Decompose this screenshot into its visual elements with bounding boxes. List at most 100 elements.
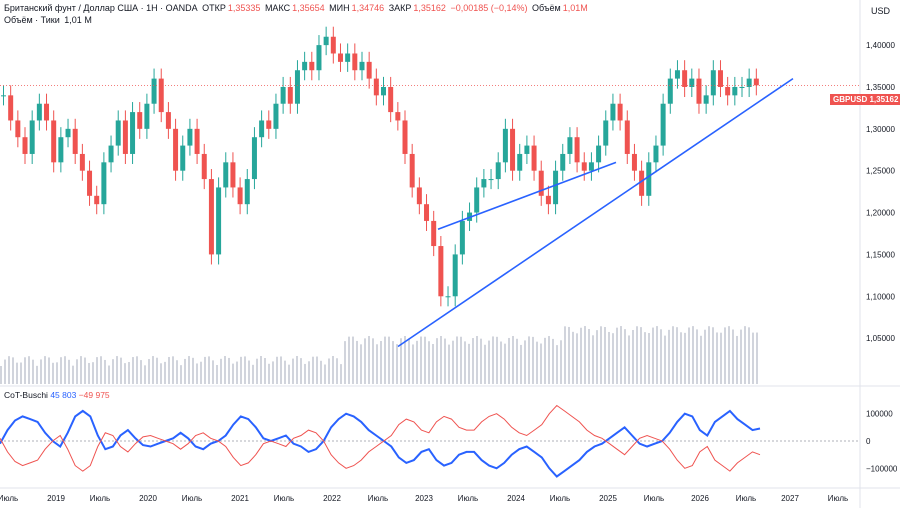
volume-bar (252, 364, 254, 384)
candle-body (459, 220, 465, 255)
volume-bar (36, 365, 38, 384)
volume-bar (360, 344, 362, 384)
volume-bar (176, 360, 178, 384)
volume-bar (588, 329, 590, 384)
volume-bar (552, 338, 554, 384)
candle-body (294, 70, 300, 104)
time-tick-label: Июль (90, 494, 110, 503)
candle-body (323, 36, 329, 46)
volume-bar (52, 362, 54, 384)
volume-bar (112, 359, 114, 384)
candle-body (309, 61, 315, 71)
volume-bar (384, 336, 386, 384)
candle-body (660, 103, 666, 146)
volume-bar (712, 327, 714, 384)
volume-bar (32, 359, 34, 384)
volume-bar (452, 340, 454, 384)
volume-bar (704, 329, 706, 384)
candle-body (237, 187, 243, 205)
volume-bar (536, 341, 538, 384)
candle-body (574, 137, 580, 163)
candle-body (588, 162, 594, 171)
volume-bar (340, 364, 342, 384)
volume-bar (248, 360, 250, 384)
volume-bar (64, 356, 66, 384)
candle-body (538, 170, 544, 196)
volume-bar (400, 338, 402, 384)
open-label: ОТКР (202, 3, 226, 13)
volume-bar (96, 357, 98, 384)
candle-body (44, 103, 50, 121)
volume-bar (480, 338, 482, 384)
volume-bar (24, 357, 26, 384)
candle-body (36, 103, 42, 121)
volume-bar (364, 338, 366, 384)
candle-body (108, 145, 114, 163)
volume-bar (468, 343, 470, 384)
time-tick-label: 2024 (507, 494, 525, 503)
volume-bar (156, 357, 158, 384)
candle-body (703, 95, 709, 104)
candle-body (144, 103, 150, 129)
volume-bar (320, 360, 322, 384)
candle-body (416, 187, 422, 205)
volume-bar (736, 335, 738, 384)
indicator-line-blue (0, 409, 761, 478)
volume-bar (260, 356, 262, 384)
candle-body (230, 162, 236, 188)
volume-bar (420, 336, 422, 384)
volume-bar (608, 331, 610, 384)
time-tick-label: 2025 (599, 494, 617, 503)
low-value: 1,34746 (351, 3, 385, 13)
candle-body (445, 296, 451, 298)
candle-body (409, 153, 415, 188)
volume-bar (700, 335, 702, 384)
volume-bar (544, 337, 546, 384)
indicator-legend[interactable]: CoT-Buschi 45 803 −49 975 (4, 390, 110, 400)
open-value: 1,35335 (227, 3, 261, 13)
volume-bar (232, 363, 234, 384)
candle-body (545, 195, 551, 205)
volume-bar (752, 332, 754, 384)
price-tick-label: 1,25000 (866, 167, 895, 176)
volume-bar (728, 326, 730, 384)
candle-body (244, 179, 250, 205)
last-price-value: 1,35162 (869, 95, 899, 104)
volume-bar (708, 326, 710, 384)
volume-bar (368, 336, 370, 384)
volume-bar (460, 336, 462, 384)
indicator-name: CoT-Buschi (4, 390, 48, 400)
candle-body (617, 103, 623, 121)
volume-bar (576, 333, 578, 384)
volume-bar (144, 365, 146, 384)
volume-bar (40, 359, 42, 384)
volume-bar (648, 333, 650, 384)
price-tick-label: 1,30000 (866, 125, 895, 134)
volume-bar (664, 335, 666, 384)
change-value: −0,00185 (−0,14%) (450, 3, 528, 13)
volume-bar (140, 360, 142, 384)
candle-body (560, 153, 566, 171)
candle-body (639, 170, 645, 196)
price-tick-label: 1,05000 (866, 334, 895, 343)
indicator-red-value: −49 975 (78, 390, 110, 400)
vol-label: Объём (532, 3, 561, 13)
candle-body (725, 86, 731, 96)
candle-body (287, 86, 293, 104)
volume-bar (356, 340, 358, 384)
symbol-tag[interactable]: GBPUSD 1,35162 (830, 94, 900, 105)
volume-bar (8, 356, 10, 384)
volume-bar (76, 359, 78, 384)
candle-body (682, 70, 688, 87)
time-tick-label: 2019 (47, 494, 65, 503)
candle-body (266, 120, 272, 129)
volume-bar (296, 356, 298, 384)
time-tick-label: Июль (274, 494, 294, 503)
volume-bar (464, 341, 466, 384)
candle-body (302, 61, 308, 71)
candle-body (194, 128, 200, 154)
volume-bar (572, 331, 574, 384)
volume-bar (220, 358, 222, 384)
candle-body (502, 128, 508, 163)
